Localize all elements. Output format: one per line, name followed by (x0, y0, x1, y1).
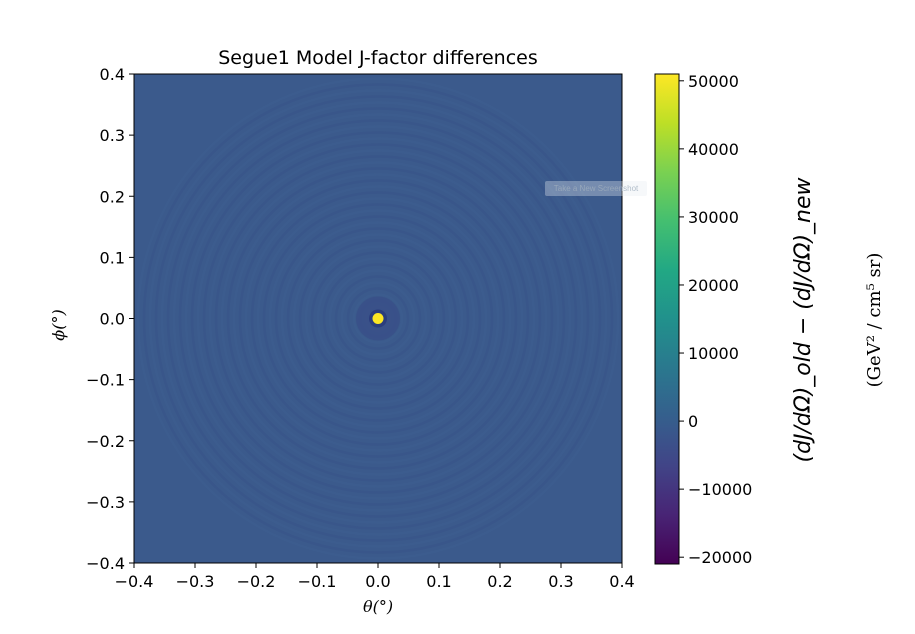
x-tick-label: 0.3 (548, 572, 573, 591)
y-tick-label: −0.2 (86, 432, 125, 451)
ripple-ring (322, 263, 434, 374)
y-axis: −0.4 −0.3 −0.2 −0.1 0.0 0.1 0.2 0.3 0.4 (86, 65, 134, 573)
heatmap-area (133, 73, 623, 564)
x-tick-label: 0.4 (609, 572, 634, 591)
ripple-ring (244, 185, 512, 452)
colorbar-tick-label: 10000 (688, 344, 739, 363)
y-tick-label: 0.0 (100, 310, 125, 329)
y-tick-label: −0.3 (86, 493, 125, 512)
ripple-ring (148, 89, 608, 548)
y-tick-label: 0.1 (100, 248, 125, 267)
ripple-ring (166, 107, 590, 530)
x-tick-label: 0.0 (365, 572, 390, 591)
ripple-ring (328, 269, 428, 368)
colorbar-tick-label: 30000 (688, 208, 739, 227)
ripple-ring (154, 95, 602, 542)
ripple-ring (238, 179, 518, 458)
y-tick-label: 0.4 (100, 65, 125, 84)
colorbar-tick-label: 40000 (688, 140, 739, 159)
y-axis-label: ϕ(°) (49, 309, 68, 340)
ripple-ring (220, 161, 536, 476)
x-tick-label: 0.1 (426, 572, 451, 591)
colorbar-label-units: (GeV² / cm⁵ sr) (864, 253, 885, 388)
colorbar-tick-label: −10000 (688, 480, 752, 499)
ripple-ring (274, 215, 482, 422)
ripple-ring (262, 203, 494, 434)
ripple-ring (136, 77, 620, 560)
ripple-ring (316, 257, 440, 380)
ripple-ring (340, 281, 416, 356)
ripple-ring (214, 155, 542, 482)
y-tick-label: 0.3 (100, 126, 125, 145)
colorbar (654, 73, 680, 565)
ripple-ring (232, 173, 524, 464)
ripple-ring (286, 227, 470, 410)
peak-point (372, 313, 384, 324)
ripple-ring (190, 131, 566, 506)
x-tick-label: −0.4 (115, 572, 154, 591)
colorbar-tick-label: 50000 (688, 72, 739, 91)
ripple-ring (184, 125, 572, 512)
x-tick-label: −0.1 (298, 572, 337, 591)
ripple-ring (256, 197, 500, 440)
ripple-ring (280, 221, 476, 416)
colorbar-tick-label: 20000 (688, 276, 739, 295)
chart-title: Segue1 Model J-factor differences (218, 47, 538, 69)
ripple-ring (196, 137, 560, 500)
ripple-ring (226, 167, 530, 470)
colorbar-tick-label: 0 (688, 412, 698, 431)
ripple-ring (208, 149, 548, 488)
screenshot-overlay-label[interactable]: Take a New Screenshot (545, 181, 647, 196)
ripple-ring (268, 209, 488, 428)
ripple-ring (202, 143, 554, 494)
x-tick-label: 0.2 (487, 572, 512, 591)
x-axis: −0.4 −0.3 −0.2 −0.1 0.0 0.1 0.2 0.3 0.4 (115, 563, 635, 591)
ripple-ring (298, 239, 458, 398)
ripple-ring (304, 245, 452, 392)
colorbar-axis: −20000 −10000 0 10000 20000 30000 40000 50000 (679, 72, 752, 567)
y-tick-label: −0.4 (86, 554, 125, 573)
y-tick-label: 0.2 (100, 187, 125, 206)
ripple-ring (346, 287, 410, 350)
ripple-ring (178, 119, 578, 518)
x-tick-label: −0.2 (237, 572, 276, 591)
y-tick-label: −0.1 (86, 371, 125, 390)
colorbar-label: (dJ/dΩ)_old − (dJ/dΩ)_new (GeV² / cm⁵ sr… (791, 176, 885, 462)
ripple-ring (352, 293, 404, 344)
ripple-ring (334, 275, 422, 362)
ripple-ring (172, 113, 584, 524)
ripple-ring (250, 191, 506, 446)
colorbar-tick-label: −20000 (688, 548, 752, 567)
ripple-ring (160, 101, 596, 536)
ripple-ring (292, 233, 464, 404)
ripple-ring (142, 83, 614, 554)
x-tick-label: −0.3 (176, 572, 215, 591)
ripple-ring (310, 251, 446, 386)
colorbar-label-main: (dJ/dΩ)_old − (dJ/dΩ)_new (791, 176, 816, 462)
x-axis-label: θ(°) (363, 597, 393, 616)
